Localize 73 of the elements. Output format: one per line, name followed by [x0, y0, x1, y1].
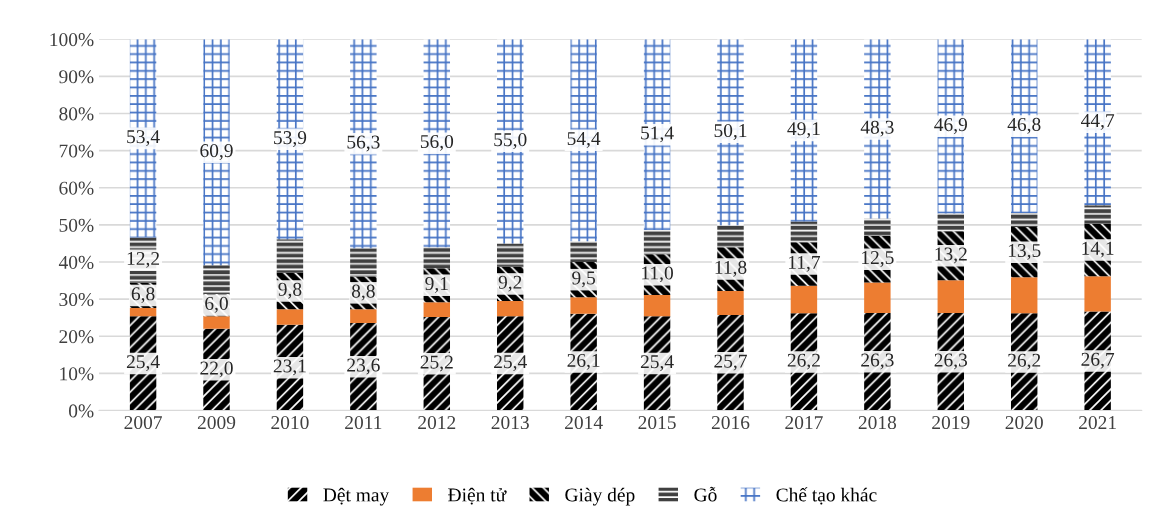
data-label: 44,7 [1081, 114, 1115, 130]
data-label: 26,3 [934, 353, 968, 370]
data-label: 51,4 [641, 126, 674, 143]
data-label: 6,0 [205, 296, 228, 313]
legend-label: Giày dép [565, 487, 635, 506]
x-tick-label: 2016 [711, 415, 750, 430]
data-label: 11,8 [715, 260, 747, 277]
legend-label: Gỗ [694, 486, 717, 502]
y-tick-label: 100% [50, 33, 94, 47]
data-label: 9,8 [278, 282, 302, 299]
y-tick-label: 40% [58, 255, 94, 270]
y-tick-label: 90% [59, 70, 94, 84]
data-label: 12,5 [862, 251, 894, 267]
x-tick-label: 2010 [271, 415, 309, 430]
y-tick-label: 80% [59, 107, 94, 121]
y-tick-label: 30% [59, 292, 94, 307]
x-tick-label: 2021 [1079, 415, 1116, 430]
x-tick-label: 2015 [638, 415, 676, 430]
x-tick-label: 2007 [124, 415, 162, 430]
legend-label: Dệt may [323, 487, 390, 506]
y-tick-label: 60% [59, 181, 94, 195]
data-label: 55,0 [494, 133, 527, 150]
x-tick-label: 2017 [785, 415, 823, 430]
data-label: 22,0 [200, 361, 233, 378]
data-label: 25,4 [126, 355, 160, 372]
data-label: 23,6 [347, 358, 380, 375]
data-label: 46,9 [934, 118, 968, 134]
data-label: 26,1 [567, 353, 600, 370]
x-tick-label: 2019 [932, 415, 970, 430]
x-tick-label: 2018 [858, 415, 897, 430]
data-label: 26,7 [1081, 352, 1115, 369]
x-tick-label: 2020 [1005, 415, 1043, 430]
data-label: 13,2 [935, 247, 967, 264]
y-tick-label: 0% [68, 404, 94, 418]
data-label: 60,9 [200, 144, 233, 160]
x-tick-label: 2012 [418, 415, 456, 430]
x-tick-label: 2011 [345, 415, 382, 430]
y-tick-label: 10% [60, 367, 94, 381]
data-label: 49,1 [787, 122, 820, 139]
data-label: 12,2 [127, 251, 160, 268]
y-tick-label: 20% [59, 330, 94, 344]
data-label: 13,5 [1008, 243, 1041, 260]
data-label: 23,1 [273, 359, 306, 376]
y-tick-label: 50% [59, 218, 94, 232]
data-label: 9,5 [572, 271, 596, 288]
data-label: 56,0 [420, 134, 454, 151]
data-label: 53,9 [274, 131, 307, 147]
data-label: 54,4 [567, 132, 601, 148]
data-label: 46,8 [1007, 117, 1041, 134]
data-label: 56,3 [347, 135, 380, 152]
data-label: 9,1 [425, 277, 448, 293]
data-label: 48,3 [860, 120, 894, 137]
data-label: 26,2 [1008, 353, 1041, 370]
data-label: 9,2 [498, 275, 522, 292]
legend-label: Điện tử [448, 487, 507, 505]
x-tick-label: 2014 [565, 415, 603, 430]
data-label: 11,7 [788, 255, 821, 272]
data-label: 11,0 [642, 266, 673, 283]
data-label: 25,4 [494, 355, 527, 372]
data-label: 25,4 [640, 355, 674, 372]
data-label: 26,3 [861, 353, 894, 370]
data-label: 14,1 [1082, 241, 1114, 258]
data-label: 8,8 [351, 284, 375, 301]
data-label: 6,8 [131, 287, 155, 304]
x-tick-label: 2009 [197, 415, 236, 430]
data-label: 25,2 [420, 355, 453, 372]
data-label: 26,2 [787, 353, 820, 370]
y-tick-label: 70% [59, 144, 94, 158]
x-tick-label: 2013 [491, 415, 529, 430]
data-label: 50,1 [714, 123, 747, 140]
legend-label: Chế tạo khác [776, 487, 877, 505]
data-label: 25,7 [714, 354, 747, 371]
data-label: 53,4 [127, 130, 160, 147]
